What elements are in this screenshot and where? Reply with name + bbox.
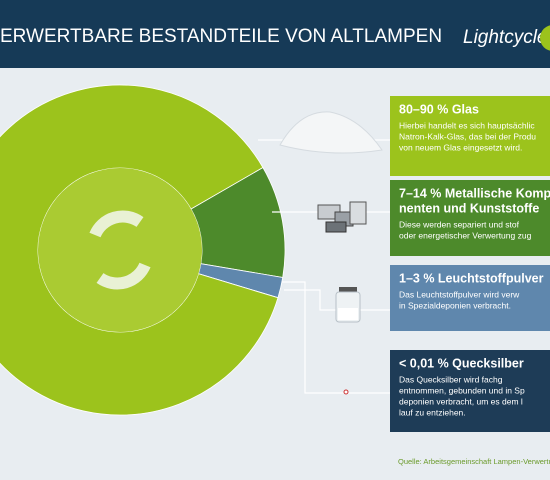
header-title: ERWERTBARE BESTANDTEILE VON ALTLAMPEN: [0, 26, 442, 47]
box-body: lauf zu entziehen.: [399, 407, 466, 417]
brand-logo: [540, 25, 550, 51]
box-body: von neuem Glas eingesetzt wird.: [399, 142, 522, 152]
metal-parts: [317, 201, 367, 233]
box-body: Natron-Kalk-Glas, das bei der Produ: [399, 131, 536, 141]
boxes: 80–90 % Glas Hierbei handelt es sich haup…: [390, 96, 550, 432]
box-body: oder energetischer Verwertung zug: [399, 230, 532, 240]
header-band: [0, 0, 550, 68]
box-title: 1–3 % Leuchtstoffpulver: [399, 271, 544, 285]
info-box: [390, 350, 550, 432]
arrow: [96, 262, 151, 290]
recycle-icon: [89, 210, 151, 290]
box-body: Das Leuchtstoffpulver wird verw: [399, 289, 520, 299]
brand: Lightcycle: [463, 27, 548, 48]
box-body: deponien verbracht, um es dem l: [399, 396, 523, 406]
box-title: < 0,01 % Quecksilber: [399, 356, 524, 370]
box-title: 80–90 % Glas: [399, 102, 479, 116]
info-box: [390, 265, 550, 331]
glass-pile: [279, 111, 383, 154]
powder-jar: [335, 287, 361, 323]
box-body: Das Quecksilber wird fachg: [399, 374, 503, 384]
box-body: in Spezialdeponien verbracht.: [399, 300, 511, 310]
box-body: Diese werden separiert und stof: [399, 219, 520, 229]
box-body: Hierbei handelt es sich hauptsächlic: [399, 120, 535, 130]
mercury-drop: [343, 389, 349, 395]
info-box: [390, 96, 550, 176]
box-body: entnommen, gebunden und in Sp: [399, 385, 525, 395]
donut-hole: [38, 168, 202, 332]
box-title: nenten und Kunststoffe: [399, 201, 539, 215]
donut: [0, 84, 286, 416]
info-box: [390, 180, 550, 256]
source: Quelle: Arbeitsgemeinschaft Lampen-Verwe…: [398, 457, 550, 466]
arrow: [89, 210, 144, 238]
box-title: 7–14 % Metallische Komp: [399, 186, 550, 200]
